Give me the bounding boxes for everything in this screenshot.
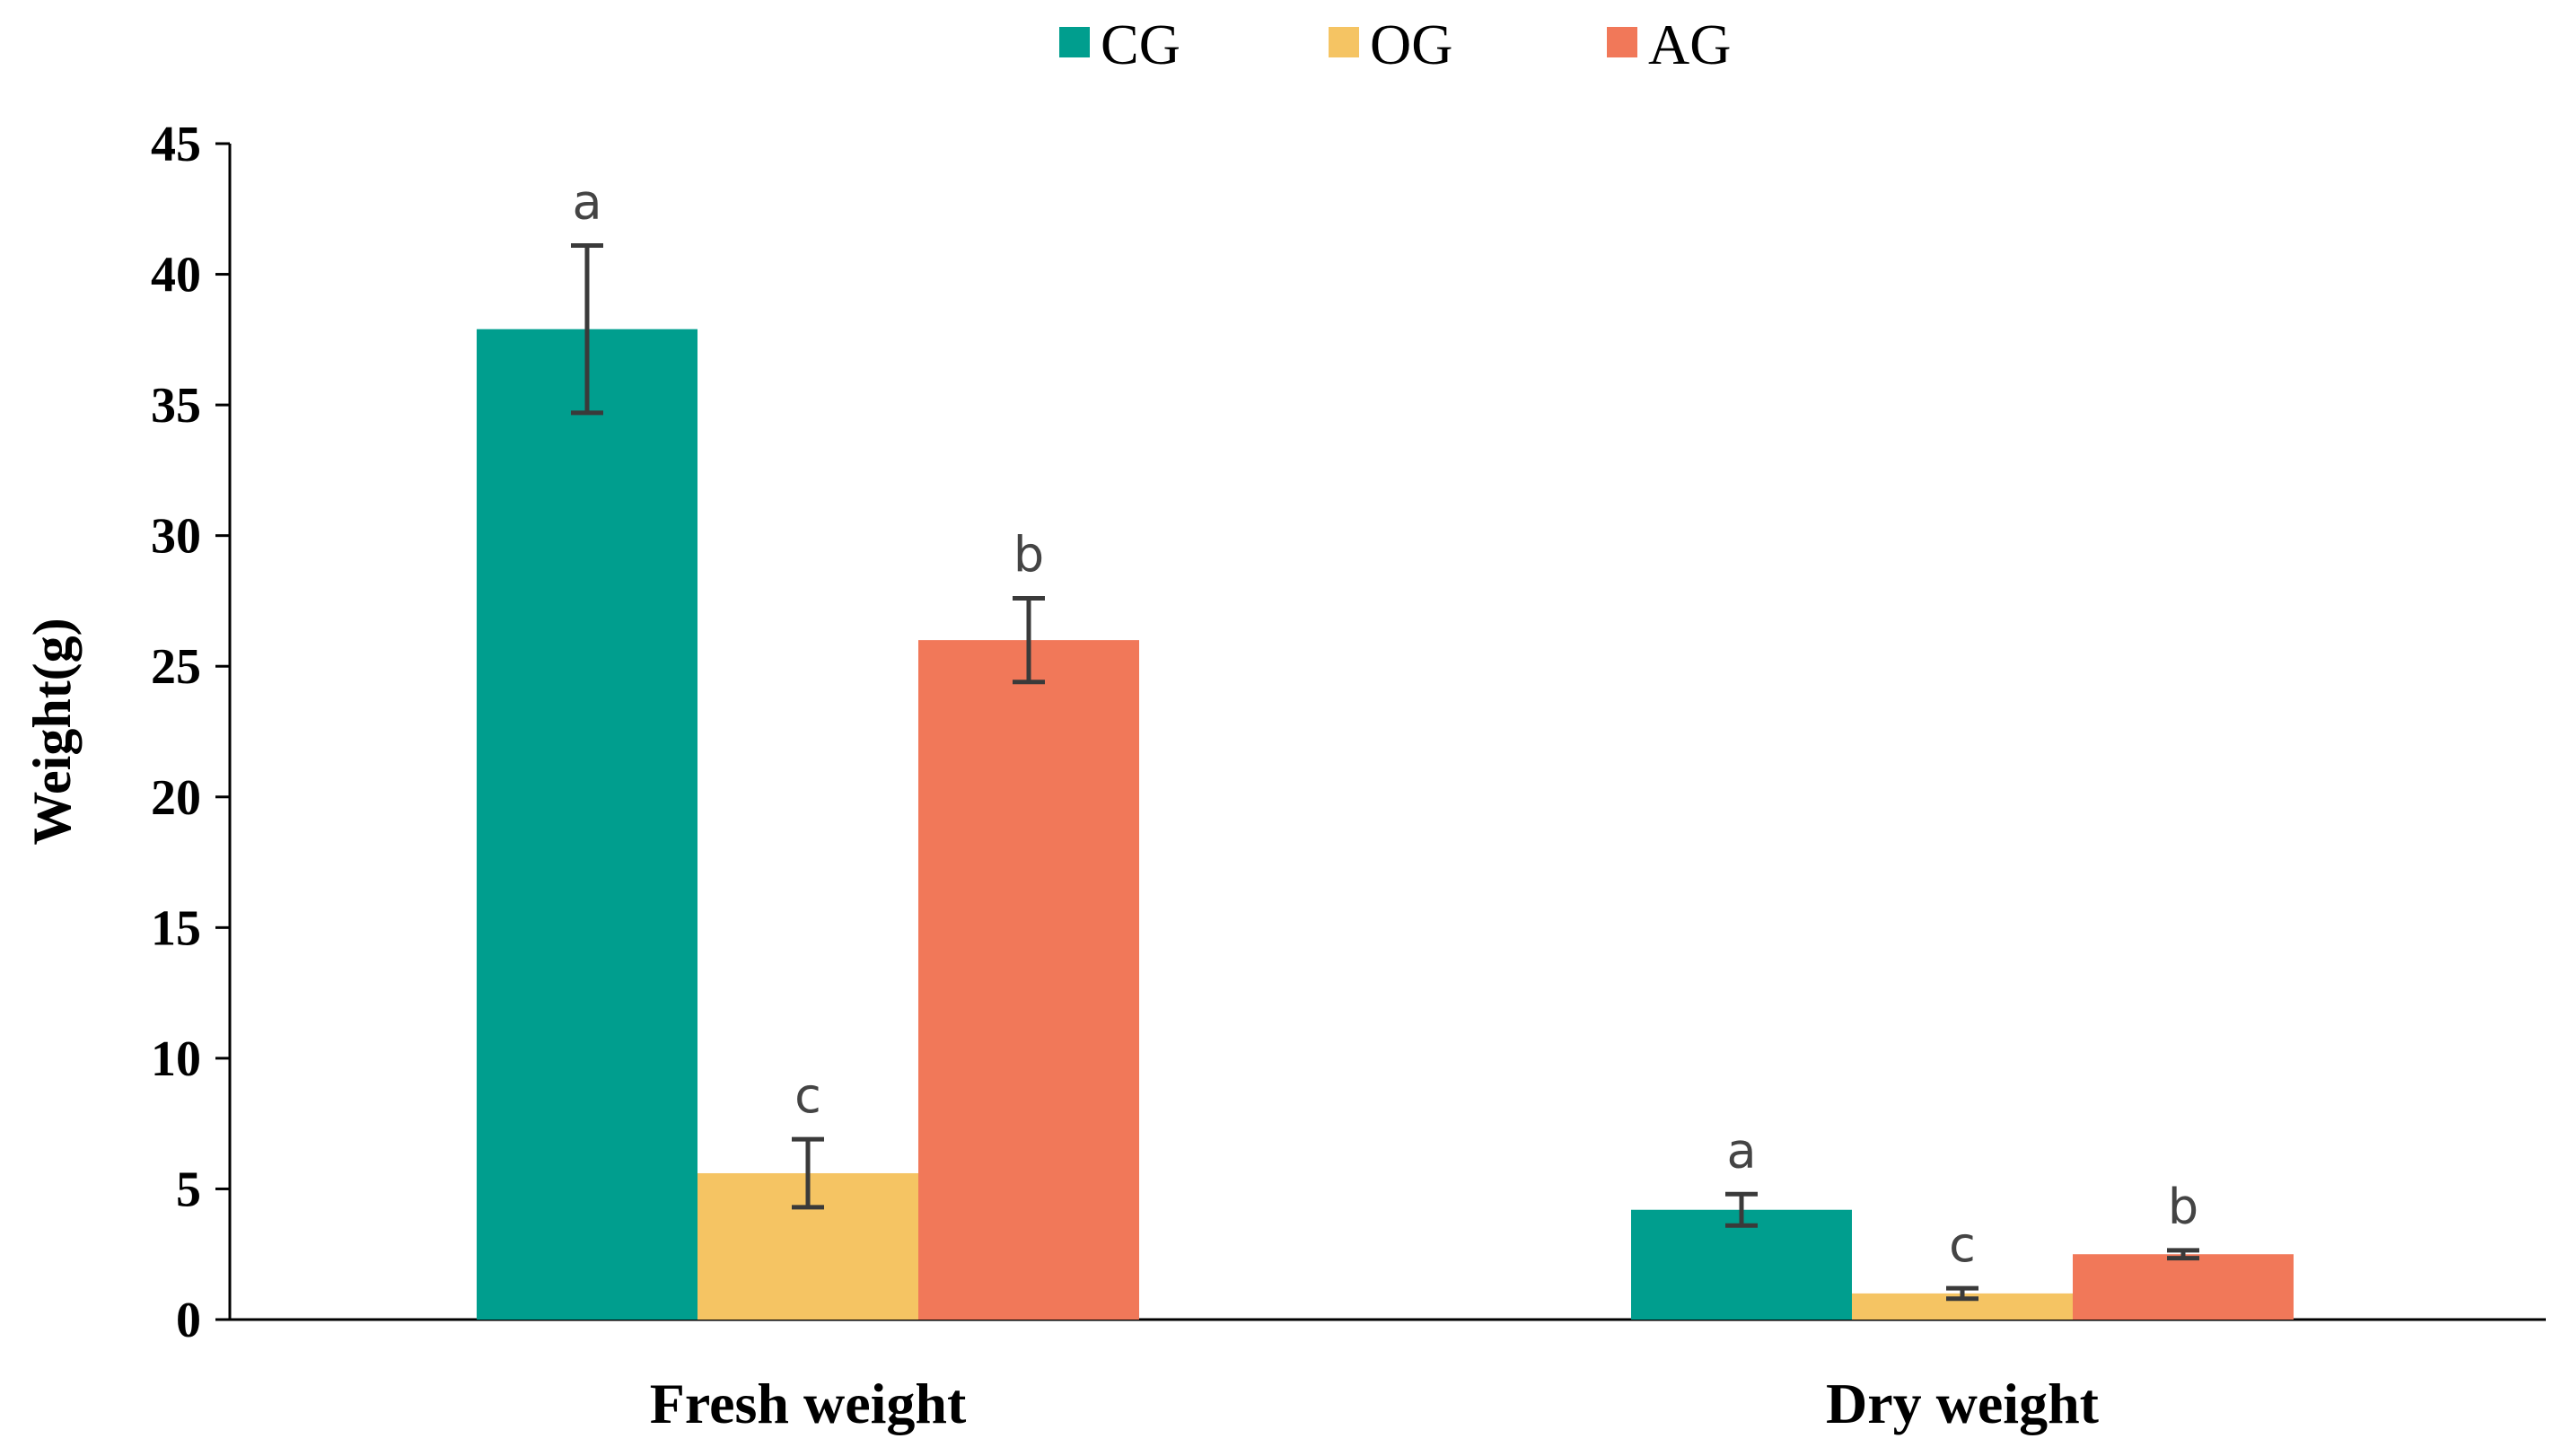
legend-label: CG bbox=[1101, 13, 1180, 76]
bars bbox=[477, 243, 2294, 1320]
y-axis-title: Weight(g) bbox=[22, 618, 82, 845]
legend-item-og: OG bbox=[1329, 13, 1452, 76]
y-tick-label: 30 bbox=[151, 509, 201, 565]
bar-ag-0 bbox=[918, 640, 1139, 1320]
legend-swatch bbox=[1059, 27, 1090, 57]
bar-cg-1 bbox=[1631, 1209, 1852, 1320]
labels: a c b Fresh weight a c b Dry weight bbox=[572, 174, 2198, 1435]
error-bar bbox=[571, 243, 603, 416]
significance-label: a bbox=[572, 174, 601, 231]
x-category-label: Dry weight bbox=[1826, 1372, 2100, 1435]
legend-label: OG bbox=[1370, 13, 1452, 76]
y-tick-label: 25 bbox=[151, 639, 201, 695]
legend-swatch bbox=[1329, 27, 1359, 57]
significance-label: b bbox=[1013, 527, 1044, 583]
error-bar bbox=[1946, 1285, 1978, 1302]
x-category-label: Fresh weight bbox=[650, 1372, 967, 1435]
significance-label: b bbox=[2168, 1179, 2198, 1235]
axes: 0 5 10 15 20 25 30 35 40 45 Weight(g) bbox=[22, 117, 2546, 1348]
legend: CG OG AG bbox=[1059, 13, 1731, 76]
y-tick-label: 10 bbox=[151, 1031, 201, 1087]
y-tick-label: 15 bbox=[151, 900, 201, 956]
error-bar bbox=[1013, 596, 1045, 685]
significance-label: c bbox=[794, 1067, 821, 1124]
bar-ag-1 bbox=[2073, 1254, 2294, 1320]
error-bar bbox=[792, 1136, 824, 1210]
significance-label: c bbox=[1949, 1216, 1976, 1273]
significance-label: a bbox=[1726, 1122, 1756, 1179]
bar-cg-0 bbox=[477, 329, 697, 1320]
legend-item-cg: CG bbox=[1059, 13, 1180, 76]
y-tick-label: 45 bbox=[151, 117, 201, 172]
legend-swatch bbox=[1607, 27, 1637, 57]
y-tick-label: 20 bbox=[151, 770, 201, 826]
legend-item-ag: AG bbox=[1607, 13, 1731, 76]
y-tick-label: 40 bbox=[151, 248, 201, 303]
legend-label: AG bbox=[1648, 13, 1731, 76]
y-tick-label: 5 bbox=[176, 1162, 201, 1217]
error-bar bbox=[2167, 1248, 2199, 1261]
y-tick-label: 35 bbox=[151, 378, 201, 434]
error-bar bbox=[1725, 1191, 1758, 1228]
y-tick-label: 0 bbox=[176, 1293, 201, 1348]
